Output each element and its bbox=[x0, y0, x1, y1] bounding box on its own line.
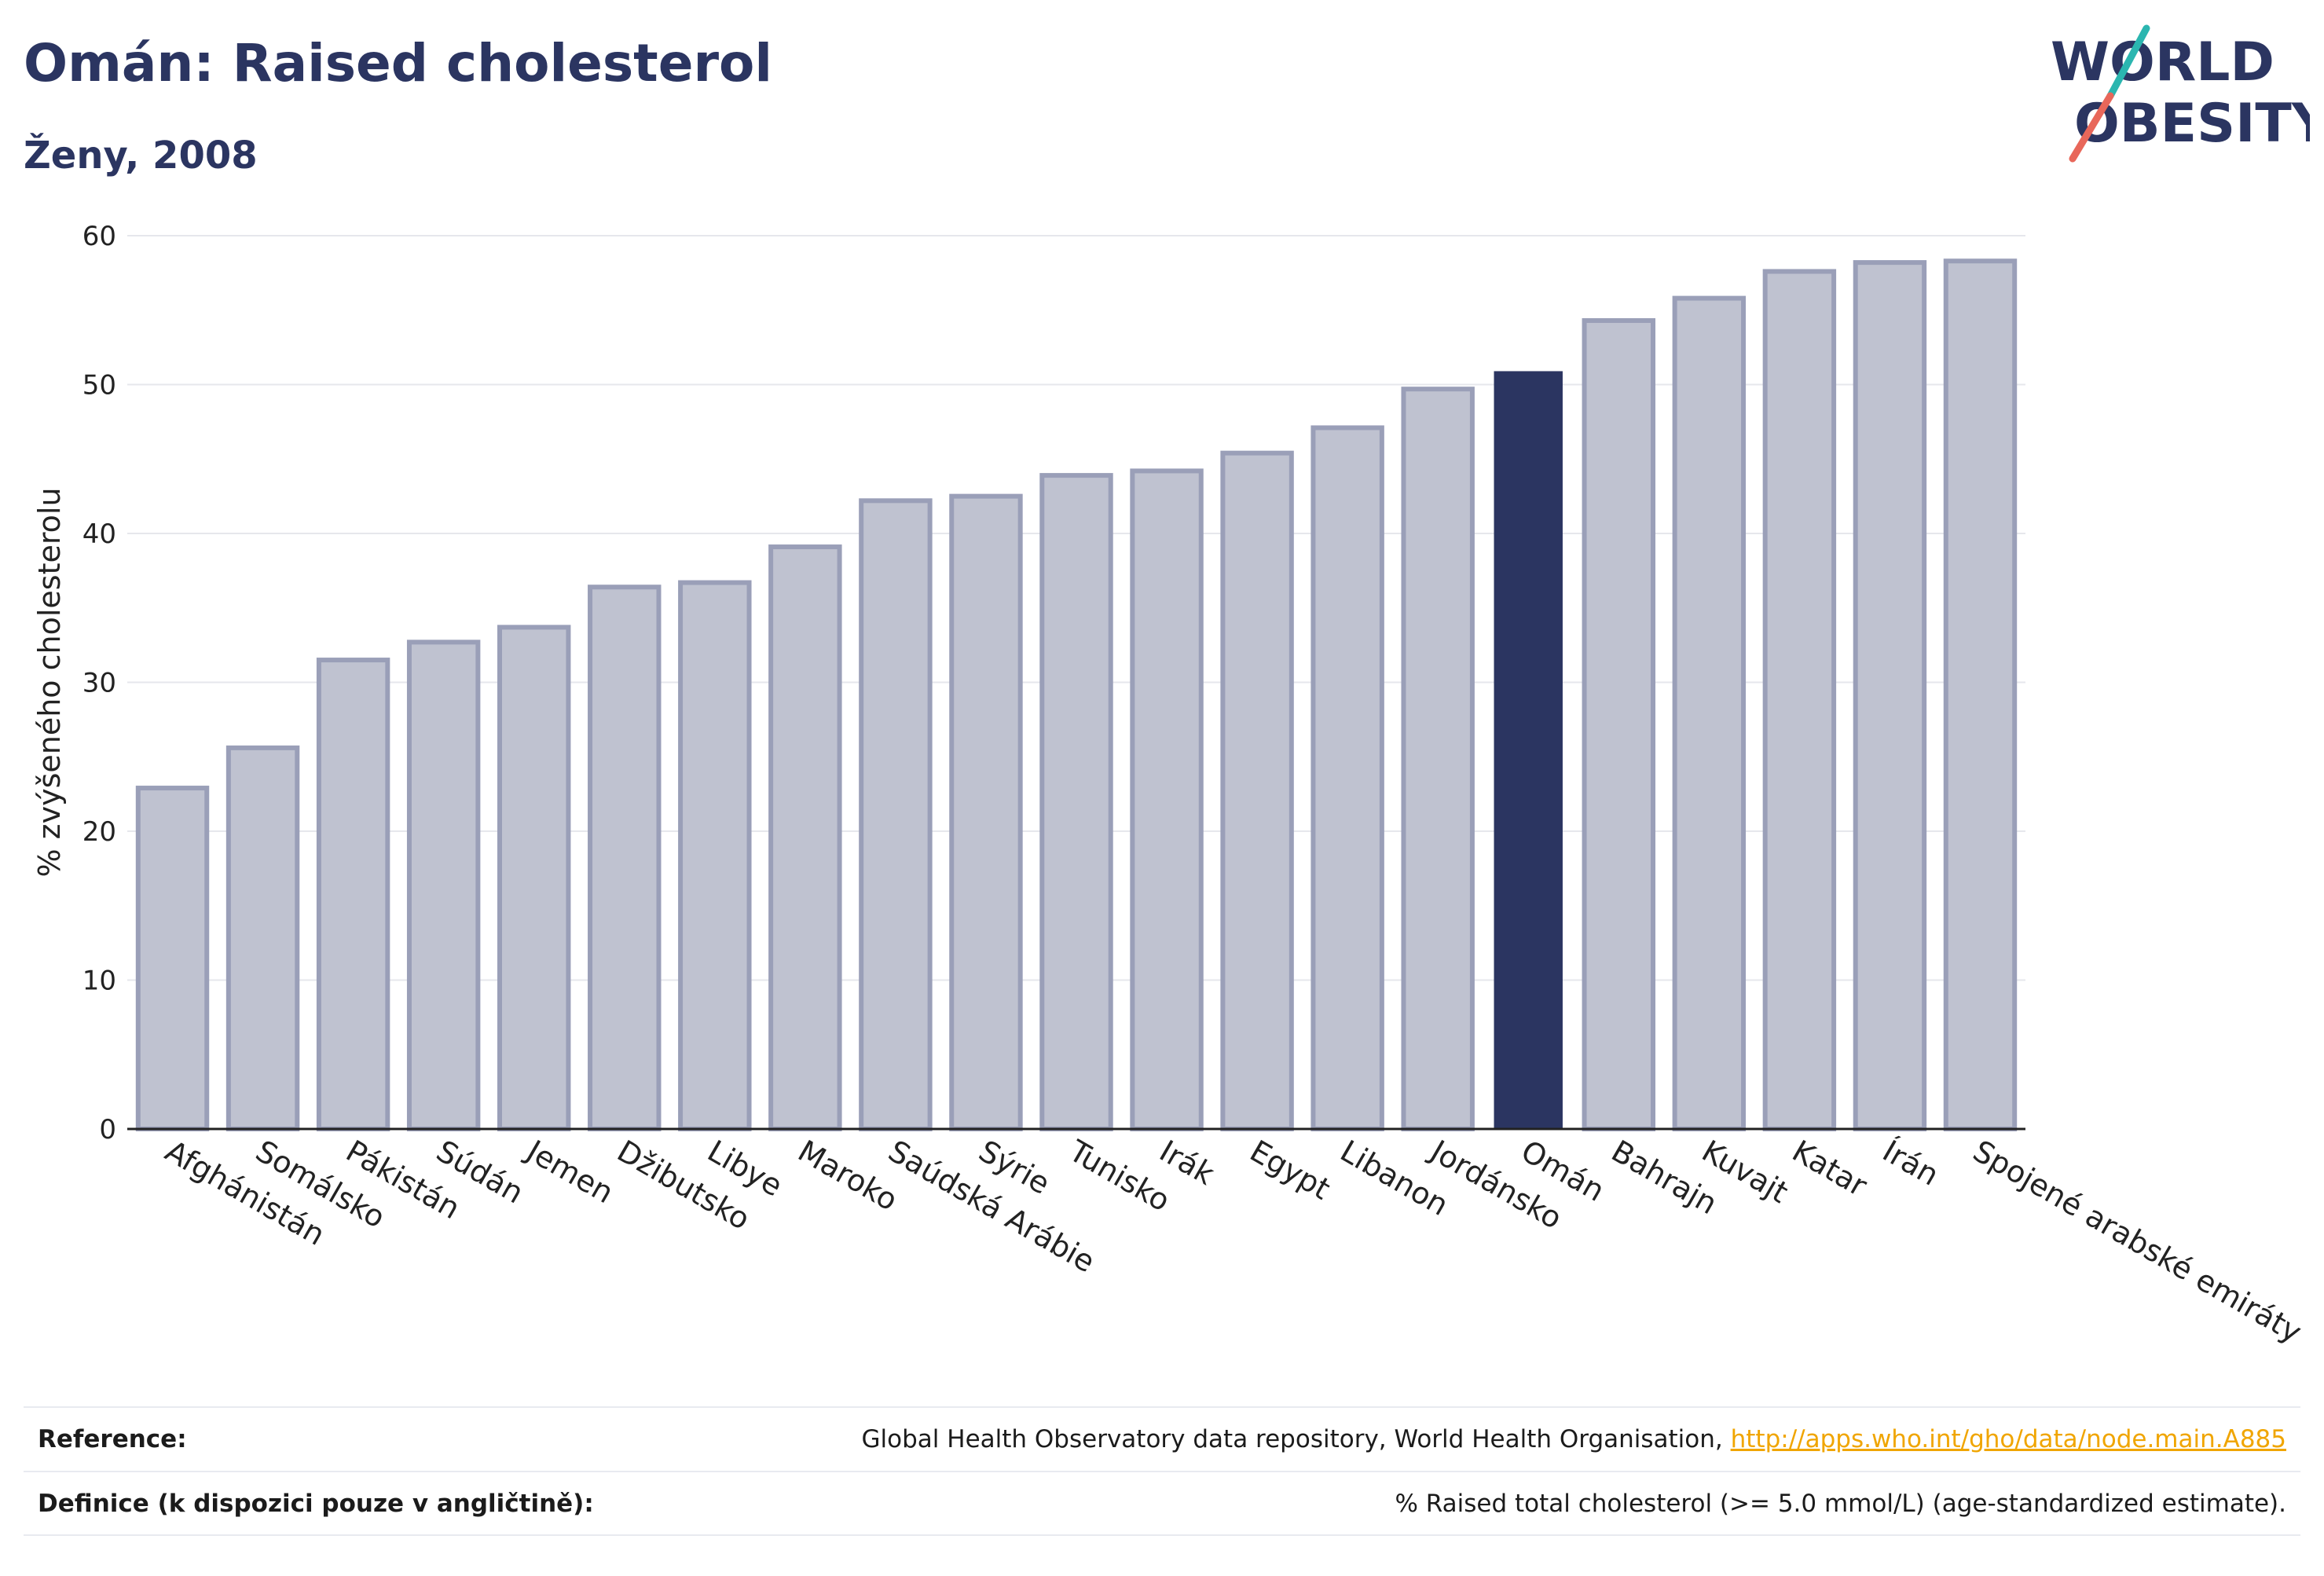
bar bbox=[1853, 260, 1927, 1131]
svg-text:WORLD: WORLD bbox=[2051, 31, 2275, 93]
x-tick-label: Spojené arabské emiráty bbox=[1967, 1134, 2308, 1350]
bar bbox=[949, 493, 1023, 1131]
chart-subtitle: Ženy, 2008 bbox=[24, 134, 258, 178]
footer-divider bbox=[24, 1534, 2300, 1536]
x-tick-label: Katar bbox=[1787, 1134, 1873, 1204]
y-tick-label: 30 bbox=[82, 668, 116, 699]
bar bbox=[1310, 425, 1384, 1131]
y-tick-label: 0 bbox=[99, 1114, 116, 1145]
definition-text: % Raised total cholesterol (>= 5.0 mmol/… bbox=[1395, 1490, 2286, 1518]
chart-title: Omán: Raised cholesterol bbox=[24, 33, 772, 93]
bar bbox=[316, 658, 390, 1131]
y-tick-label: 50 bbox=[82, 370, 116, 401]
reference-label: Reference: bbox=[38, 1425, 187, 1453]
bar bbox=[406, 640, 481, 1131]
y-tick-label: 10 bbox=[82, 966, 116, 997]
world-obesity-logo: WORLD OBESITY bbox=[2051, 24, 2310, 163]
y-tick-label: 20 bbox=[82, 816, 116, 848]
bar bbox=[1130, 468, 1204, 1131]
bar bbox=[1943, 258, 2018, 1132]
bar-highlight bbox=[1494, 371, 1563, 1129]
bar bbox=[225, 745, 300, 1131]
bar bbox=[1220, 450, 1294, 1131]
bar bbox=[1039, 473, 1113, 1131]
reference-row: Reference: Global Health Observatory dat… bbox=[24, 1406, 2300, 1472]
bar bbox=[497, 625, 571, 1131]
x-tick-label: Egypt bbox=[1244, 1134, 1336, 1207]
reference-link[interactable]: http://apps.who.int/gho/data/node.main.A… bbox=[1730, 1425, 2286, 1453]
x-tick-label: Maroko bbox=[792, 1134, 904, 1218]
definition-label: Definice (k dispozici pouze v angličtině… bbox=[38, 1490, 594, 1518]
definition-row: Definice (k dispozici pouze v angličtině… bbox=[24, 1471, 2300, 1537]
bar bbox=[768, 544, 842, 1131]
bar bbox=[1401, 387, 1475, 1131]
reference-text: Global Health Observatory data repositor… bbox=[861, 1425, 1731, 1453]
bar bbox=[1762, 269, 1837, 1132]
y-tick-label: 60 bbox=[82, 221, 116, 252]
y-tick-label: 40 bbox=[82, 519, 116, 550]
bar bbox=[678, 580, 752, 1131]
bar bbox=[1582, 318, 1656, 1131]
x-tick-label: Írán bbox=[1877, 1134, 1945, 1193]
reference-value: Global Health Observatory data repositor… bbox=[862, 1425, 2286, 1453]
y-axis-label: % zvýšeného cholesterolu bbox=[32, 487, 67, 877]
x-tick-label: Tunisko bbox=[1063, 1133, 1176, 1219]
bar bbox=[135, 786, 210, 1131]
x-tick-label: Jemen bbox=[519, 1133, 619, 1211]
bar bbox=[859, 498, 933, 1131]
svg-text:OBESITY: OBESITY bbox=[2074, 93, 2310, 155]
bar bbox=[1672, 295, 1747, 1132]
bar bbox=[588, 585, 662, 1131]
